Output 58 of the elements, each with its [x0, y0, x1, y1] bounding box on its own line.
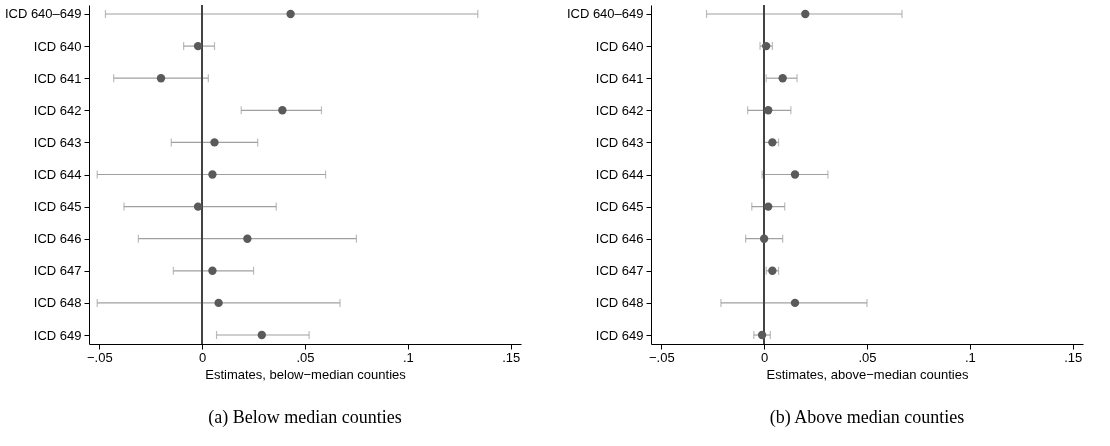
- y-tick-label: ICD 642: [33, 102, 82, 118]
- x-axis-title: Estimates, below−median counties: [205, 366, 407, 382]
- y-tick-label: ICD 649: [595, 327, 644, 343]
- point: [768, 266, 777, 275]
- point: [762, 41, 771, 51]
- x-axis-title: Estimates, above−median counties: [766, 366, 969, 382]
- point: [286, 9, 295, 19]
- y-tick-label: ICD 645: [595, 199, 644, 215]
- y-tick-label: ICD 646: [33, 231, 82, 247]
- x-tick-label: .1: [964, 349, 976, 365]
- point: [790, 170, 800, 179]
- point: [210, 138, 219, 147]
- point: [801, 9, 810, 19]
- y-tick-label: ICD 644: [33, 167, 82, 182]
- text: (b) Above median counties: [769, 407, 965, 428]
- x-tick-label: .15: [502, 349, 521, 365]
- x-tick-label: .1: [402, 349, 414, 365]
- point: [764, 106, 773, 115]
- y-tick-label: ICD 645: [33, 199, 82, 215]
- point: [759, 234, 769, 243]
- point: [278, 106, 287, 115]
- y-tick-label: ICD 640: [595, 38, 644, 54]
- y-tick-label: ICD 648: [33, 295, 82, 311]
- point: [257, 330, 266, 340]
- point: [768, 138, 777, 147]
- text: (a) Below median counties: [208, 407, 402, 428]
- y-tick-label: ICD 646: [595, 231, 644, 247]
- point: [757, 330, 767, 340]
- y-tick-label: ICD 649: [33, 327, 82, 343]
- y-tick-label: ICD 640: [33, 38, 82, 54]
- point: [208, 170, 217, 179]
- point: [193, 41, 203, 51]
- point: [214, 298, 223, 308]
- y-tick-label: ICD 644: [595, 167, 644, 182]
- point: [208, 266, 217, 275]
- y-tick-label: ICD 643: [33, 134, 82, 150]
- y-tick-label: ICD 643: [595, 134, 644, 150]
- x-tick-label: 0: [761, 349, 769, 365]
- point: [193, 202, 203, 211]
- point: [156, 74, 166, 83]
- y-tick-label: ICD 647: [595, 263, 644, 279]
- point: [764, 202, 773, 211]
- x-tick-label: .05: [296, 349, 315, 365]
- x-tick-label: −.05: [86, 349, 113, 365]
- y-tick-label: ICD 648: [595, 295, 644, 311]
- y-tick-label: ICD 647: [33, 263, 82, 279]
- y-tick-label: ICD 641: [595, 70, 644, 86]
- y-tick-label: ICD 640–649: [566, 6, 644, 22]
- point: [778, 74, 787, 83]
- y-tick-label: ICD 640–649: [4, 6, 82, 22]
- y-tick-label: ICD 642: [595, 102, 644, 118]
- x-tick-label: .05: [858, 349, 877, 365]
- point: [243, 234, 252, 243]
- y-tick-label: ICD 641: [33, 70, 82, 86]
- x-tick-label: .15: [1064, 349, 1083, 365]
- x-tick-label: −.05: [648, 349, 675, 365]
- x-tick-label: 0: [199, 349, 207, 365]
- point: [790, 298, 800, 308]
